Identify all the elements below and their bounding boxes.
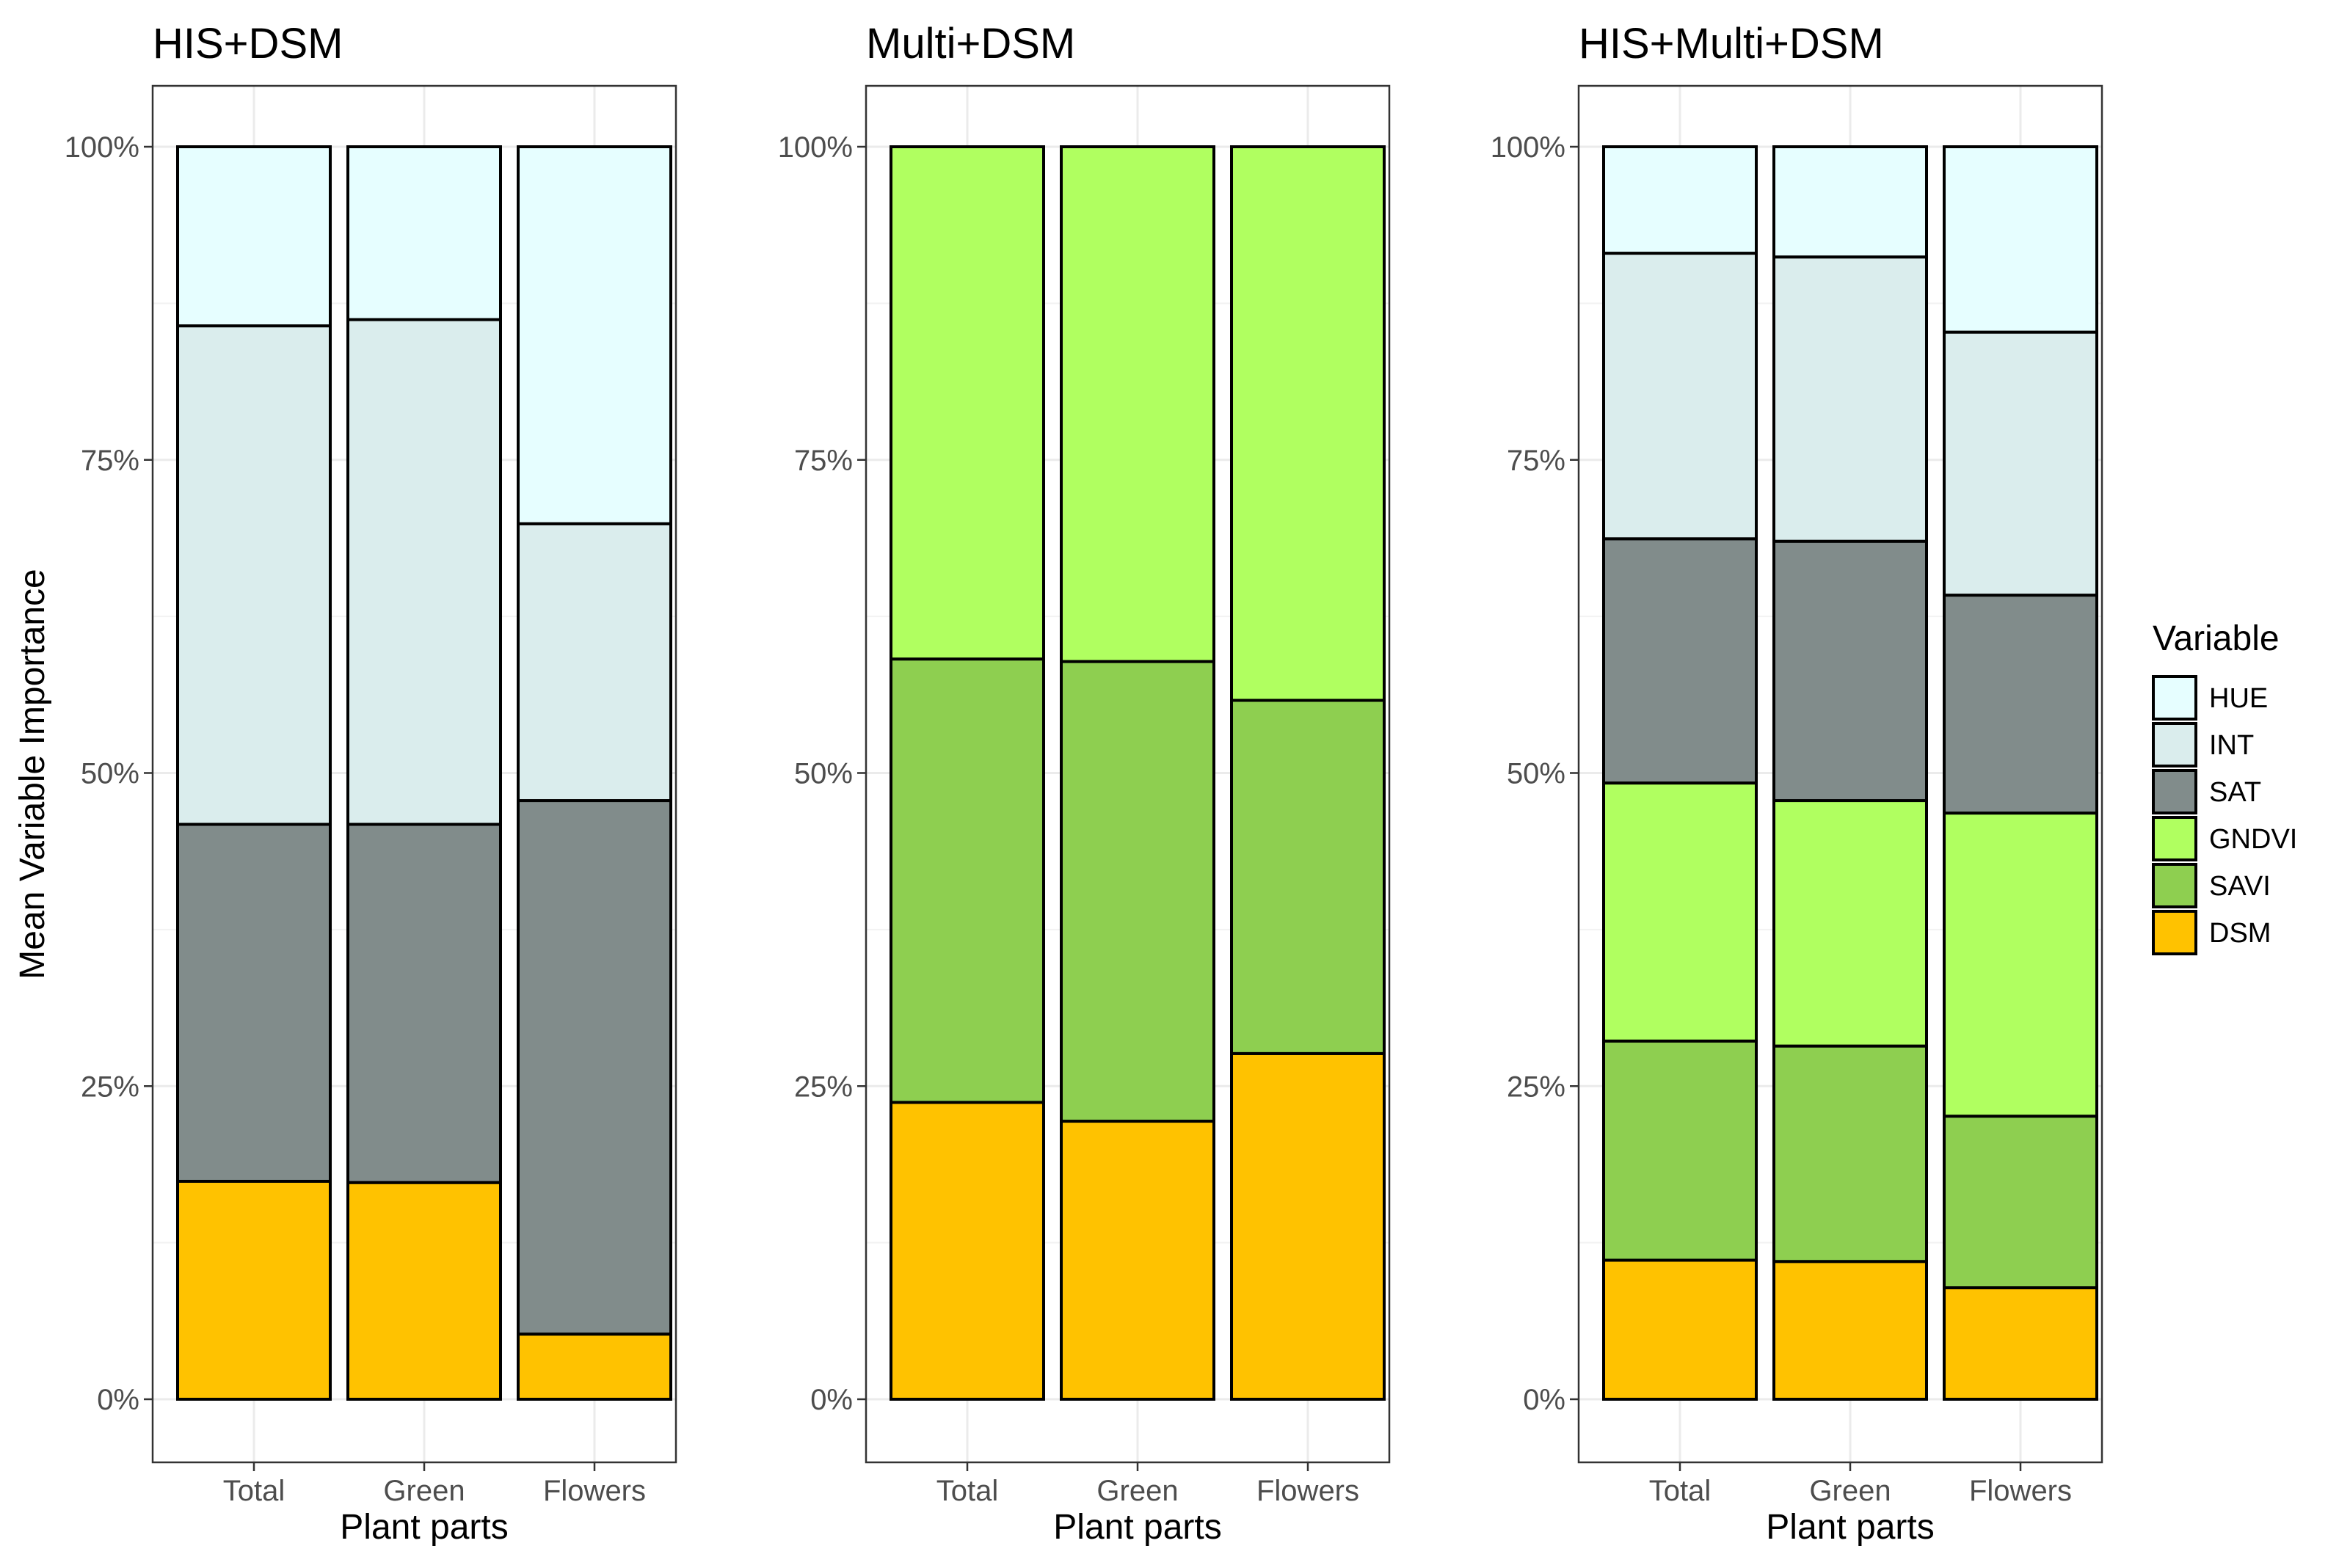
panel-border <box>865 84 1391 1464</box>
bar-segment-dsm-total <box>1602 1258 1758 1401</box>
y-tick-label: 0% <box>1523 1384 1565 1416</box>
x-tick-label: Green <box>383 1475 465 1507</box>
y-tick-label: 0% <box>97 1384 139 1416</box>
legend-key-int <box>2152 722 2197 767</box>
bar-segment-gndvi-total <box>890 145 1045 661</box>
bar-segment-dsm-green <box>1060 1120 1215 1401</box>
bar-segment-savi-green <box>1060 660 1215 1123</box>
x-tick-label: Flowers <box>1969 1475 2072 1507</box>
y-tick-label: 50% <box>81 758 139 790</box>
y-axis-title: Mean Variable Importance <box>13 569 52 979</box>
x-tick-label: Flowers <box>543 1475 646 1507</box>
bar-segment-dsm-green <box>346 1181 502 1401</box>
bar-segment-savi-flowers <box>1230 699 1386 1055</box>
bar-segment-gndvi-total <box>1602 781 1758 1043</box>
y-tick-label: 50% <box>794 758 853 790</box>
bar-segment-hue-total <box>176 145 332 328</box>
bar-segment-int-flowers <box>517 522 672 803</box>
bar-segment-savi-total <box>1602 1039 1758 1262</box>
y-tick-label: 25% <box>1507 1071 1565 1103</box>
legend: Variable HUE INT SAT GNDVI SAVI DSM <box>2152 619 2297 955</box>
panel-2: 0% 25% 50% 75% 100% Total Green Flowers Plant pa… <box>778 20 1391 1547</box>
bar-segment-dsm-green <box>1772 1260 1928 1401</box>
x-axis-title: Plant parts <box>1766 1508 1934 1547</box>
panel-title: HIS+Multi+DSM <box>1579 20 1884 68</box>
y-tick-label: 25% <box>81 1071 139 1103</box>
x-axis-title: Plant parts <box>340 1508 508 1547</box>
bar-segment-sat-green <box>1772 539 1928 803</box>
bar-segment-dsm-total <box>890 1101 1045 1401</box>
bar-segment-dsm-flowers <box>517 1332 672 1401</box>
y-tick-label: 50% <box>1507 758 1565 790</box>
bar-segment-gndvi-green <box>1772 799 1928 1048</box>
bar-segment-savi-green <box>1772 1044 1928 1263</box>
x-tick-label: Total <box>223 1475 285 1507</box>
y-tick-label: 100% <box>778 131 853 164</box>
panel-title: HIS+DSM <box>153 20 343 68</box>
panels: 0% 25% 50% 75% 100% Total Green Flowers Plant pa… <box>65 20 2103 1547</box>
x-tick-label: Green <box>1809 1475 1891 1507</box>
bar-segment-savi-flowers <box>1943 1115 2098 1290</box>
bar-segment-hue-total <box>1602 145 1758 255</box>
bar-segment-int-flowers <box>1943 330 2098 597</box>
bar-segment-dsm-total <box>176 1179 332 1401</box>
legend-label-hue: HUE <box>2209 683 2268 714</box>
y-tick-label: 75% <box>794 445 853 477</box>
bar-segment-sat-flowers <box>1943 594 2098 815</box>
panel-1: 0% 25% 50% 75% 100% Total Green Flowers Plant pa… <box>65 20 677 1547</box>
bar-segment-hue-flowers <box>1943 145 2098 334</box>
legend-label-dsm: DSM <box>2209 918 2271 949</box>
bar-segment-savi-total <box>890 657 1045 1104</box>
bar-segment-hue-green <box>346 145 502 321</box>
y-tick-label: 75% <box>81 445 139 477</box>
legend-title: Variable <box>2153 619 2280 658</box>
bar-segment-hue-green <box>1772 145 1928 259</box>
legend-key-sat <box>2152 769 2197 814</box>
bar-segment-int-total <box>176 324 332 826</box>
x-axis-title: Plant parts <box>1053 1508 1221 1547</box>
legend-label-sat: SAT <box>2209 777 2261 808</box>
y-tick-label: 100% <box>1491 131 1565 164</box>
y-tick-label: 25% <box>794 1071 853 1103</box>
x-tick-label: Total <box>936 1475 999 1507</box>
panel-title: Multi+DSM <box>866 20 1075 68</box>
bar-segment-sat-flowers <box>517 799 672 1336</box>
legend-key-savi <box>2152 863 2197 908</box>
bar-segment-hue-flowers <box>517 145 672 525</box>
x-tick-label: Total <box>1649 1475 1712 1507</box>
bar-segment-dsm-flowers <box>1943 1286 2098 1401</box>
legend-key-dsm <box>2152 910 2197 955</box>
bar-segment-int-green <box>1772 255 1928 543</box>
bar-segment-sat-total <box>176 823 332 1183</box>
bar-segment-gndvi-flowers <box>1230 145 1386 702</box>
legend-label-savi: SAVI <box>2209 871 2271 902</box>
legend-key-gndvi <box>2152 816 2197 861</box>
x-tick-label: Green <box>1096 1475 1178 1507</box>
bar-segment-int-total <box>1602 252 1758 541</box>
y-tick-label: 0% <box>810 1384 853 1416</box>
bar-segment-gndvi-green <box>1060 145 1215 663</box>
bar-segment-dsm-flowers <box>1230 1051 1386 1401</box>
panel-border <box>1577 84 2103 1464</box>
x-tick-label: Flowers <box>1256 1475 1359 1507</box>
bar-segment-sat-total <box>1602 537 1758 785</box>
bar-segment-int-green <box>346 318 502 826</box>
y-tick-label: 100% <box>65 131 139 164</box>
legend-label-gndvi: GNDVI <box>2209 824 2297 855</box>
panel-border <box>151 84 677 1464</box>
legend-key-hue <box>2152 675 2197 721</box>
legend-label-int: INT <box>2209 730 2254 761</box>
y-tick-label: 75% <box>1507 445 1565 477</box>
panel-3: 0% 25% 50% 75% 100% Total Green Flowers Plant pa… <box>1491 20 2103 1547</box>
bar-segment-sat-green <box>346 823 502 1184</box>
bar-segment-gndvi-flowers <box>1943 812 2098 1118</box>
